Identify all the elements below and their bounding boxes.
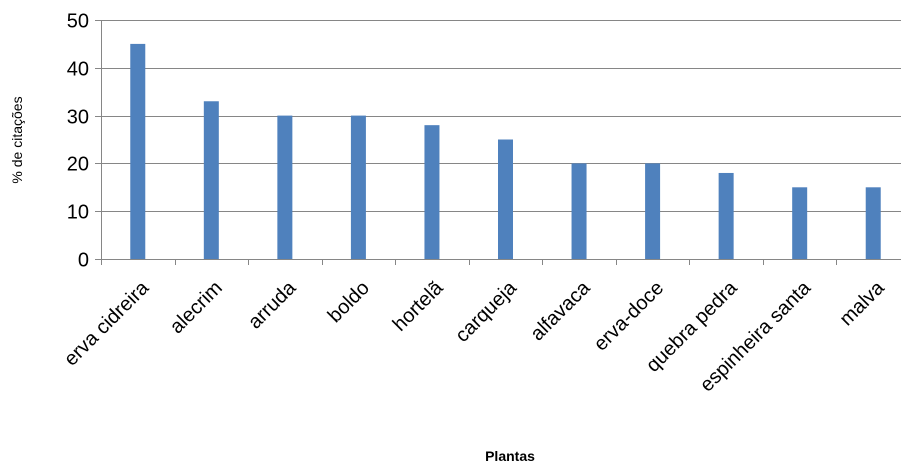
- bar-malva: [865, 187, 881, 259]
- x-tick-label: malva: [835, 276, 889, 330]
- x-tick-label: alfavaca: [526, 276, 595, 345]
- bar-arruda: [277, 115, 293, 259]
- x-tick-label: erva cidreira: [60, 276, 154, 370]
- y-tick-label: 10: [67, 202, 89, 224]
- bar-erva-cidreira: [130, 43, 146, 260]
- y-tick-label: 40: [67, 59, 89, 81]
- bar-alfavaca: [571, 163, 587, 259]
- x-tick-label: carqueja: [451, 276, 521, 346]
- x-tick-label: alecrim: [166, 277, 227, 338]
- y-tick-label: 50: [67, 11, 89, 33]
- bar-quebra-pedra: [718, 172, 734, 259]
- y-tick-label: 0: [78, 250, 89, 272]
- x-tick-labels: erva cidreira alecrim arruda boldo hortelã ca…: [60, 276, 889, 396]
- y-axis-title: % de citações: [9, 96, 25, 183]
- bar-espinheira-santa: [792, 187, 808, 259]
- x-tick-label: boldo: [324, 277, 374, 327]
- bar-carqueja: [498, 139, 513, 259]
- x-tick-label: hortelã: [389, 276, 448, 335]
- bar-erva-doce: [645, 163, 661, 259]
- bar-alecrim: [203, 101, 219, 259]
- x-tick-label: erva-doce: [590, 277, 668, 355]
- gridlines: [101, 20, 901, 212]
- x-tick-label: arruda: [244, 276, 301, 333]
- bar-boldo: [350, 115, 366, 259]
- axes: [95, 20, 901, 265]
- bar-hortelã: [424, 125, 440, 259]
- y-tick-label: 20: [67, 154, 89, 176]
- y-tick-label: 30: [67, 107, 89, 129]
- bars: [130, 43, 881, 260]
- x-axis-title: Plantas: [485, 448, 535, 464]
- y-tick-labels: 0 10 20 30 40 50: [67, 11, 89, 272]
